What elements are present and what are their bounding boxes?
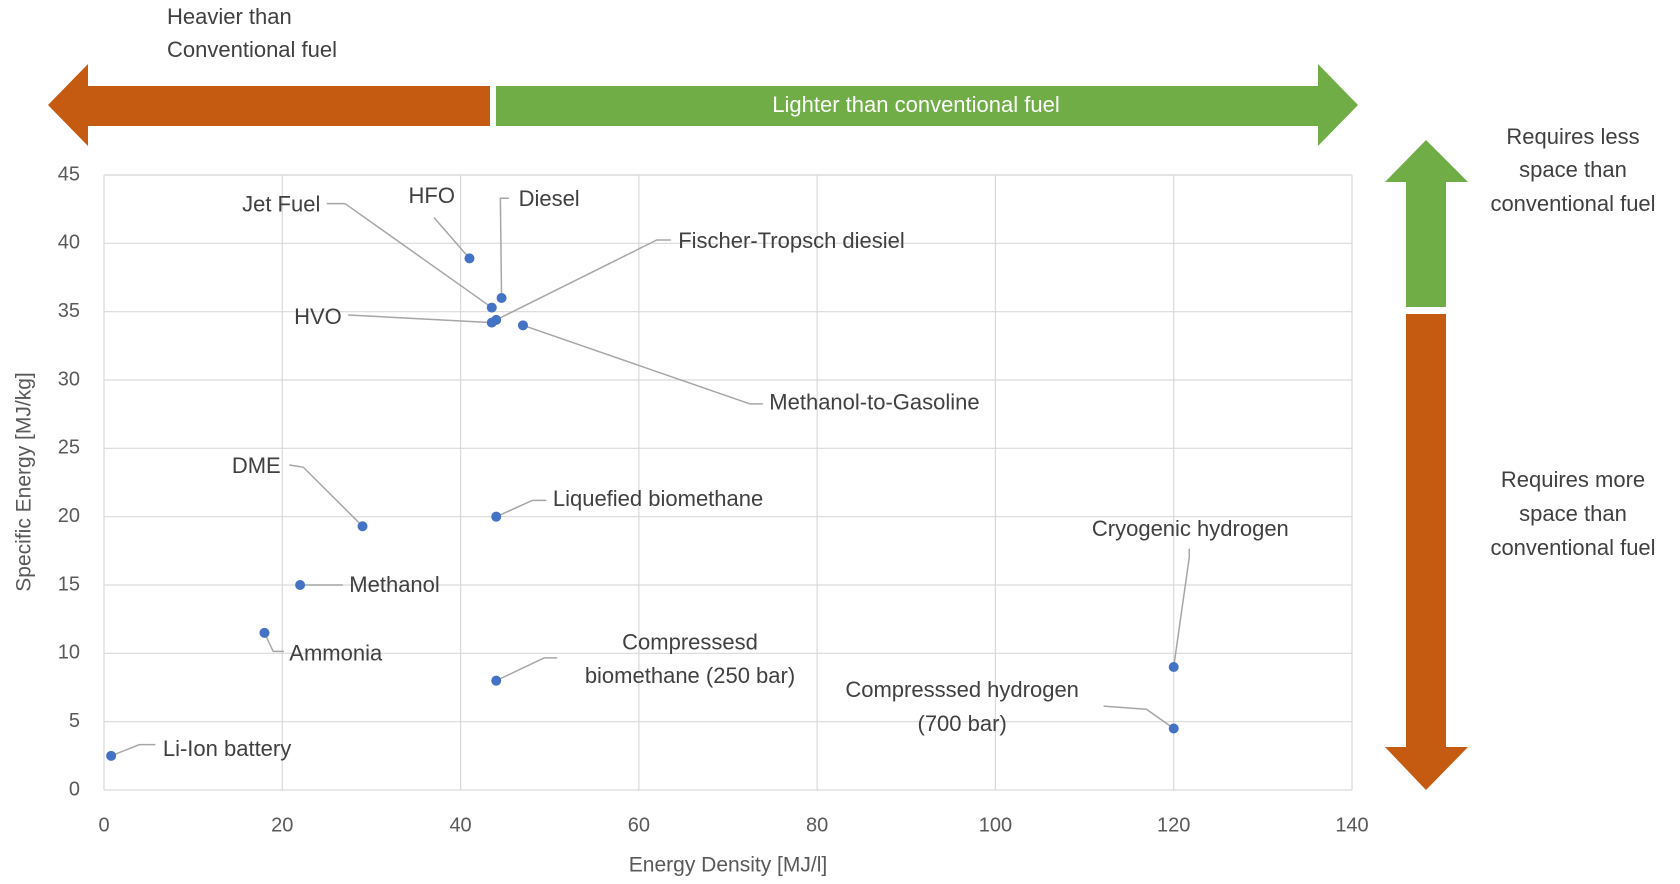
less-space-label: space than bbox=[1519, 157, 1627, 182]
point-label: Diesel bbox=[519, 186, 580, 211]
leader-line bbox=[326, 202, 493, 309]
less-space-label: conventional fuel bbox=[1490, 191, 1655, 216]
point-label: Methanol-to-Gasoline bbox=[769, 390, 979, 415]
leader-line bbox=[495, 499, 547, 518]
point-label: Li-Ion battery bbox=[163, 736, 291, 761]
lighter-label: Lighter than conventional fuel bbox=[772, 92, 1059, 117]
point bbox=[1168, 723, 1179, 734]
x-tick-label: 140 bbox=[1335, 814, 1368, 836]
y-tick-label: 45 bbox=[58, 163, 80, 185]
leader-line bbox=[348, 314, 492, 324]
leader-line bbox=[522, 324, 763, 405]
point-label: Jet Fuel bbox=[242, 192, 320, 217]
x-axis-title: Energy Density [MJ/l] bbox=[629, 854, 827, 877]
x-tick-label: 0 bbox=[98, 814, 109, 836]
point bbox=[486, 302, 497, 313]
x-tick-label: 80 bbox=[806, 814, 828, 836]
more-space-arrow bbox=[1385, 314, 1468, 790]
point-label: biomethane (250 bar) bbox=[585, 663, 795, 688]
point-label: DME bbox=[232, 453, 281, 478]
point-label: Liquefied biomethane bbox=[553, 486, 763, 511]
y-tick-label: 25 bbox=[58, 437, 80, 459]
point bbox=[1168, 662, 1179, 672]
more-space-label: Requires more bbox=[1501, 467, 1645, 492]
leader-line bbox=[433, 217, 471, 259]
leader-line bbox=[495, 657, 558, 682]
point bbox=[517, 320, 528, 331]
point-label: HFO bbox=[409, 183, 455, 208]
y-axis-title: Specific Energy [MJ/kg] bbox=[13, 372, 36, 591]
leader-line bbox=[1103, 705, 1175, 730]
lighter-arrow bbox=[496, 64, 1358, 146]
more-space-label: space than bbox=[1519, 501, 1627, 526]
less-space-label: Requires less bbox=[1506, 124, 1639, 149]
point bbox=[106, 750, 117, 761]
y-tick-label: 0 bbox=[69, 778, 80, 800]
x-tick-label: 100 bbox=[979, 814, 1012, 836]
leader-line bbox=[499, 197, 509, 299]
y-tick-label: 30 bbox=[58, 368, 80, 390]
x-tick-label: 40 bbox=[449, 814, 471, 836]
y-tick-label: 5 bbox=[69, 710, 80, 732]
leader-line bbox=[263, 632, 284, 653]
point-label: (700 bar) bbox=[918, 711, 1007, 736]
point bbox=[295, 580, 306, 590]
point bbox=[259, 627, 270, 638]
less-space-arrow bbox=[1385, 140, 1468, 307]
point-label: Compressesd bbox=[622, 630, 758, 655]
x-tick-label: 20 bbox=[271, 814, 293, 836]
point-label: Methanol bbox=[349, 572, 440, 597]
y-tick-label: 35 bbox=[58, 300, 80, 322]
more-space-label: conventional fuel bbox=[1490, 535, 1655, 560]
y-tick-label: 10 bbox=[58, 642, 80, 664]
point-label: Compresssed hydrogen bbox=[845, 677, 1079, 702]
leader-line bbox=[495, 239, 671, 321]
point bbox=[357, 521, 368, 532]
point bbox=[496, 293, 507, 303]
y-tick-label: 20 bbox=[58, 505, 80, 527]
heavier-label: Conventional fuel bbox=[167, 37, 337, 62]
point bbox=[491, 511, 502, 522]
leader-line bbox=[1172, 548, 1191, 668]
point-label: Cryogenic hydrogen bbox=[1092, 516, 1289, 541]
leader-line bbox=[110, 743, 156, 757]
point bbox=[491, 675, 502, 686]
y-tick-label: 40 bbox=[58, 232, 80, 254]
heavier-arrow bbox=[48, 64, 490, 146]
point-label: Ammonia bbox=[289, 640, 383, 665]
y-tick-label: 15 bbox=[58, 573, 80, 595]
point bbox=[464, 253, 475, 264]
point bbox=[486, 317, 497, 328]
point-label: HVO bbox=[294, 304, 342, 329]
x-tick-label: 60 bbox=[628, 814, 650, 836]
leader-line bbox=[289, 464, 364, 527]
heavier-label: Heavier than bbox=[167, 4, 292, 29]
x-tick-label: 120 bbox=[1157, 814, 1190, 836]
point-label: Fischer-Tropsch diesiel bbox=[678, 228, 905, 253]
